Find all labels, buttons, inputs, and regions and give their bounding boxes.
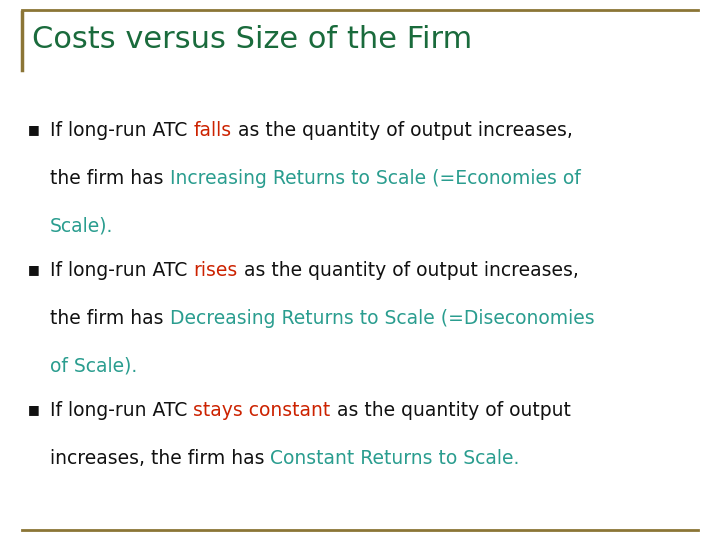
Text: of Scale).: of Scale). <box>50 356 138 375</box>
Text: increases, the firm has: increases, the firm has <box>50 449 271 468</box>
Text: Decreasing Returns to Scale (=Diseconomies: Decreasing Returns to Scale (=Diseconomi… <box>169 308 594 327</box>
Text: ■: ■ <box>28 264 40 276</box>
Text: the firm has: the firm has <box>50 168 169 187</box>
Text: ■: ■ <box>28 124 40 137</box>
Text: as the quantity of output increases,: as the quantity of output increases, <box>238 260 578 280</box>
Text: as the quantity of output: as the quantity of output <box>330 401 570 420</box>
Text: the firm has: the firm has <box>50 308 169 327</box>
Text: Constant Returns to Scale.: Constant Returns to Scale. <box>271 449 520 468</box>
Text: ■: ■ <box>28 403 40 416</box>
Text: If long-run ATC: If long-run ATC <box>50 260 194 280</box>
Text: as the quantity of output increases,: as the quantity of output increases, <box>232 120 572 139</box>
Text: If long-run ATC: If long-run ATC <box>50 401 194 420</box>
Text: If long-run ATC: If long-run ATC <box>50 120 194 139</box>
Text: falls: falls <box>194 120 232 139</box>
Text: Scale).: Scale). <box>50 217 113 235</box>
Text: stays constant: stays constant <box>194 401 330 420</box>
Text: rises: rises <box>194 260 238 280</box>
Text: Costs versus Size of the Firm: Costs versus Size of the Firm <box>32 25 472 55</box>
Text: Increasing Returns to Scale (=Economies of: Increasing Returns to Scale (=Economies … <box>169 168 580 187</box>
